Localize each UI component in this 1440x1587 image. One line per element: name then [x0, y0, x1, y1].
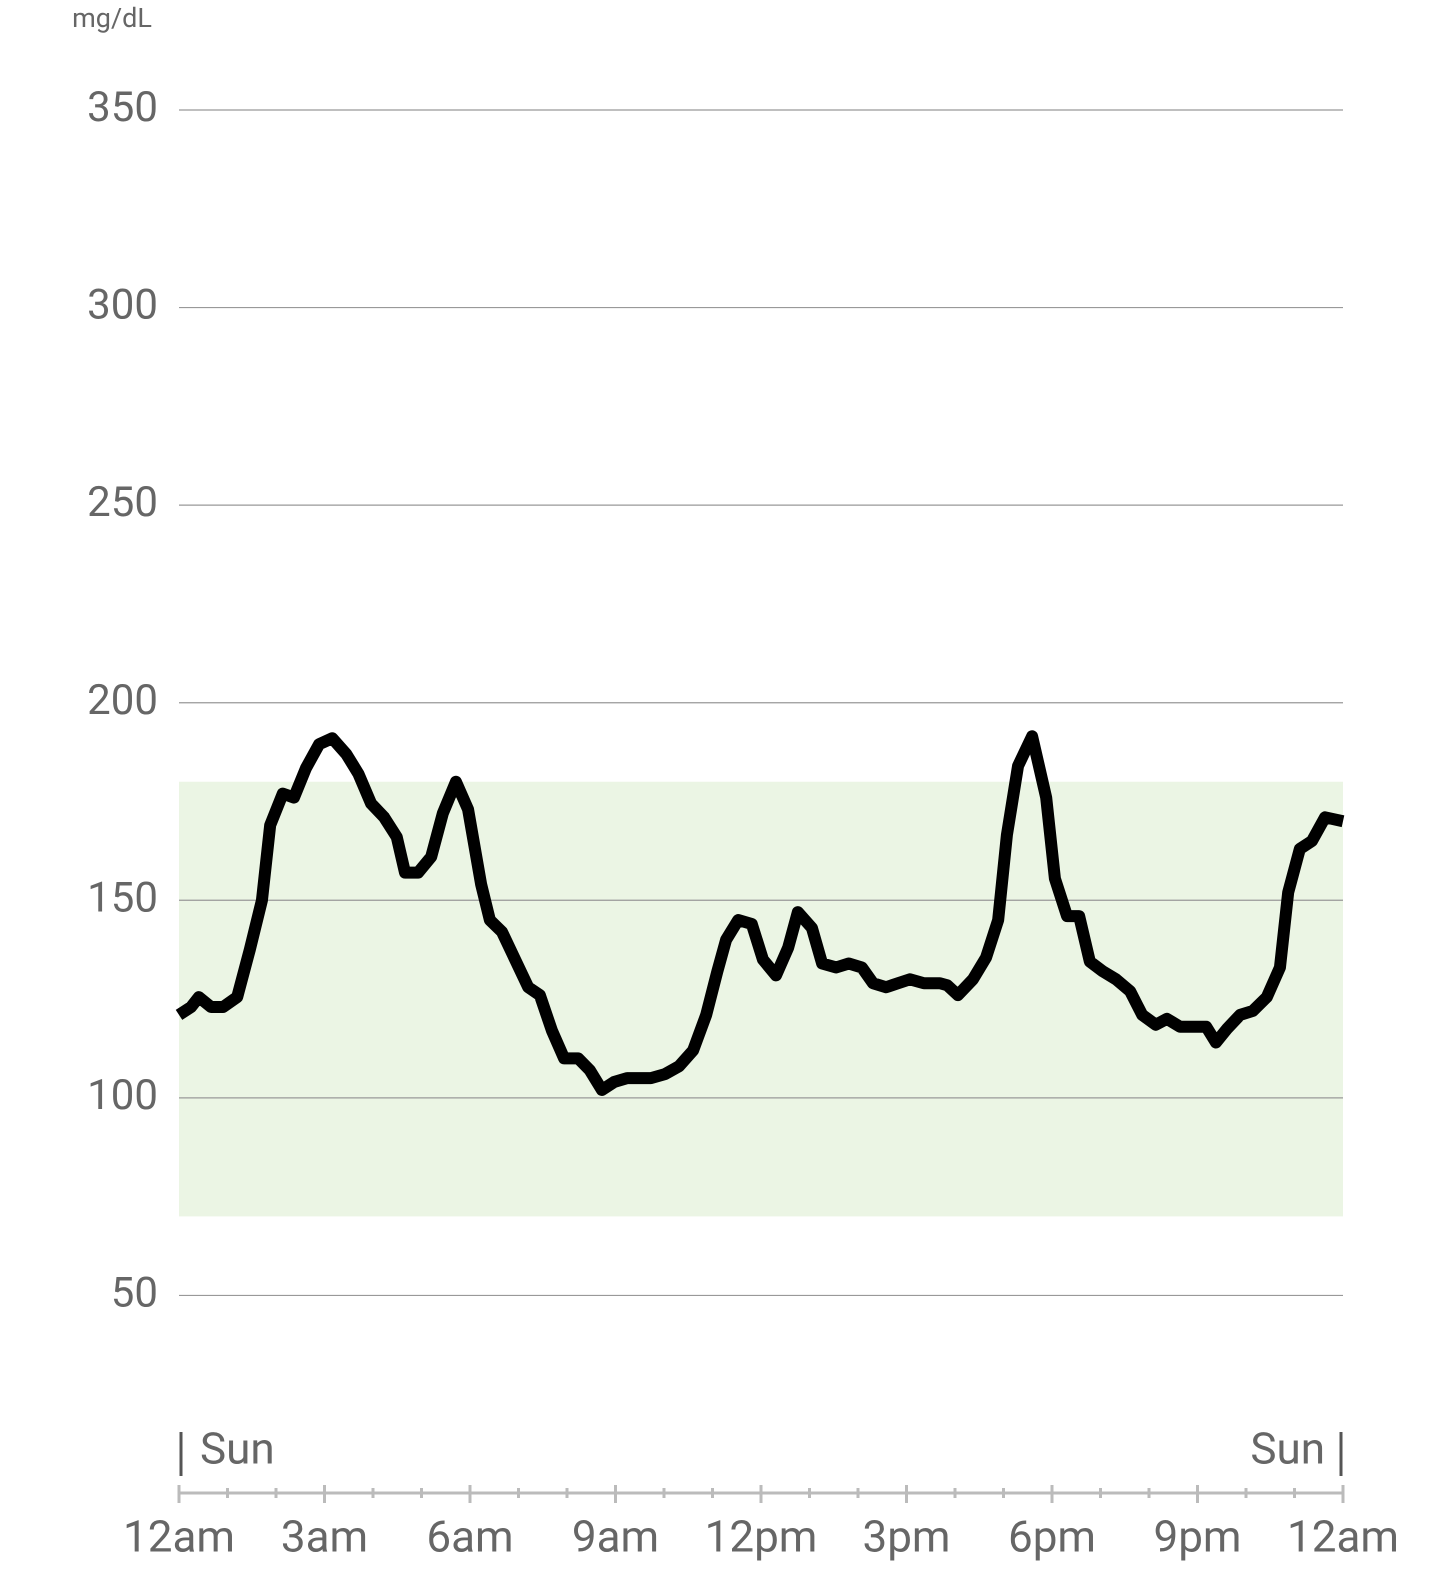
x-tick-label: 6pm — [1008, 1511, 1096, 1563]
y-tick-label: 200 — [87, 676, 158, 725]
target-range — [179, 781, 1343, 1217]
day-start-label: Sun — [200, 1423, 275, 1475]
y-tick-label: 350 — [87, 83, 158, 132]
x-tick-label: 3am — [281, 1511, 368, 1563]
x-tick-label: 12pm — [705, 1511, 818, 1563]
x-tick-label: 9pm — [1153, 1511, 1241, 1563]
x-tick-label: 3pm — [862, 1511, 950, 1563]
y-tick-label: 250 — [87, 478, 158, 527]
y-tick-label: 150 — [87, 873, 158, 922]
y-tick-label: 100 — [87, 1071, 158, 1120]
y-tick-label: 300 — [87, 281, 158, 330]
y-tick-label: 50 — [111, 1269, 158, 1318]
unit-label: mg/dL — [72, 2, 152, 34]
x-tick-label: 12am — [1287, 1511, 1399, 1563]
x-tick-label: 6am — [426, 1511, 513, 1563]
day-end-label: Sun — [1250, 1423, 1325, 1475]
x-tick-label: 9am — [572, 1511, 659, 1563]
glucose-line — [175, 730, 1345, 1096]
x-tick-label: 12am — [123, 1511, 235, 1563]
